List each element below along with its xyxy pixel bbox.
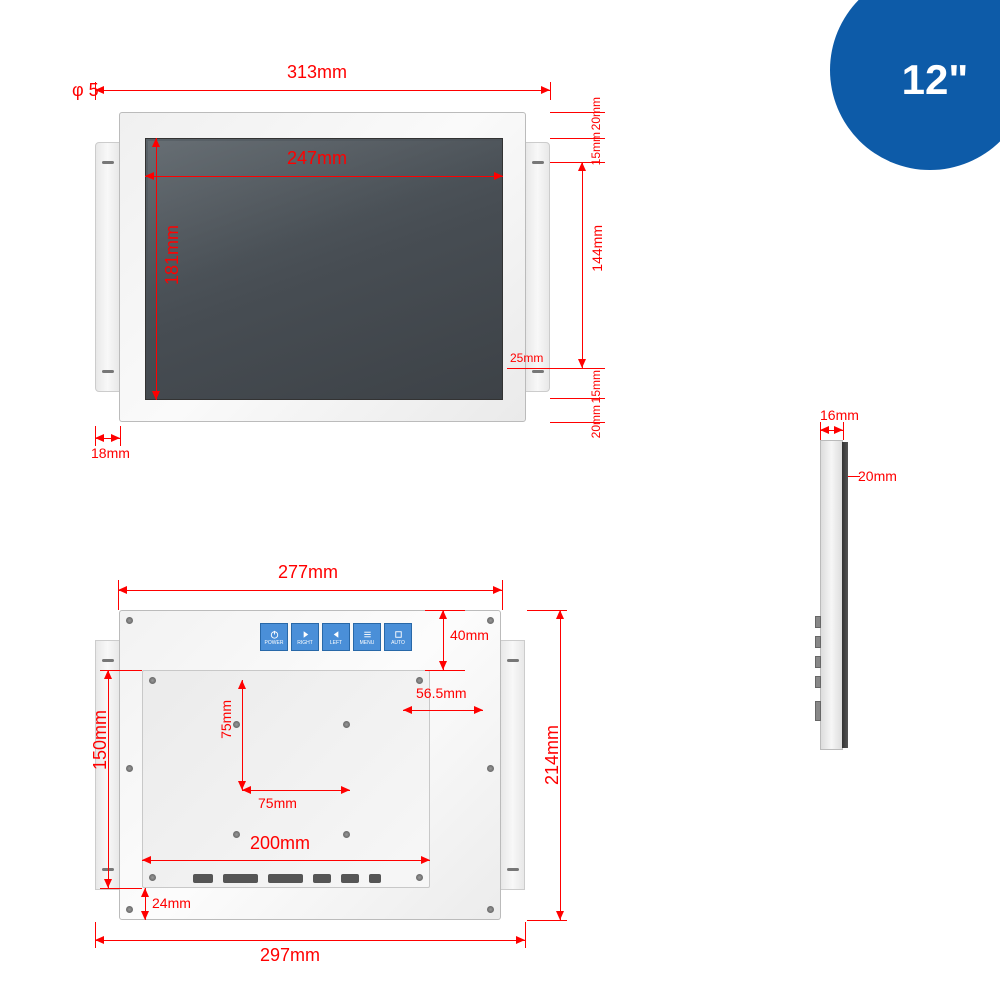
dim-back-bottom-width: 297mm — [260, 945, 320, 966]
right-button: RIGHT — [291, 623, 319, 651]
arrow-screen-height — [156, 138, 157, 400]
dim-r-inset: 25mm — [510, 351, 543, 365]
dim-vesa-h: 75mm — [258, 795, 297, 811]
dim-vesa-v: 75mm — [218, 700, 234, 739]
dim-side-depth: 16mm — [820, 407, 859, 423]
size-badge-text: 12" — [902, 56, 969, 104]
osd-button-row: POWER RIGHT LEFT MENU AUTO — [260, 623, 412, 651]
arrow-back-top-width — [118, 590, 502, 591]
dim-screen-height: 181mm — [162, 225, 183, 285]
side-screen-edge — [842, 442, 848, 748]
dim-side-front: 20mm — [858, 468, 897, 484]
arrow-screen-width — [145, 176, 503, 177]
dim-back-top-gap: 40mm — [450, 627, 489, 643]
dim-screen-width: 247mm — [287, 148, 347, 169]
back-view: POWER RIGHT LEFT MENU AUTO — [95, 610, 525, 920]
dim-r-top-b: 15mm — [589, 132, 603, 165]
back-center-panel — [142, 670, 430, 888]
dim-front-width: 313mm — [287, 62, 347, 83]
size-badge: 12" — [830, 0, 1000, 170]
back-mounting-tab-right — [500, 640, 525, 890]
auto-button: AUTO — [384, 623, 412, 651]
arrow-front-width — [95, 90, 550, 91]
left-button: LEFT — [322, 623, 350, 651]
dim-panel-width: 200mm — [250, 833, 310, 854]
dim-r-mid: 144mm — [589, 225, 605, 272]
side-view — [820, 440, 848, 750]
dim-back-top-width: 277mm — [278, 562, 338, 583]
dim-tab-width: 18mm — [91, 445, 130, 461]
front-screen — [145, 138, 503, 400]
arrow-tab-width — [95, 438, 120, 439]
power-button: POWER — [260, 623, 288, 651]
side-body — [820, 440, 843, 750]
dim-side-gap: 56.5mm — [416, 685, 467, 701]
front-mounting-tab-left — [95, 142, 120, 392]
dim-bottom-gap: 24mm — [152, 895, 191, 911]
dim-r-top-a: 20mm — [589, 97, 603, 130]
menu-button: MENU — [353, 623, 381, 651]
